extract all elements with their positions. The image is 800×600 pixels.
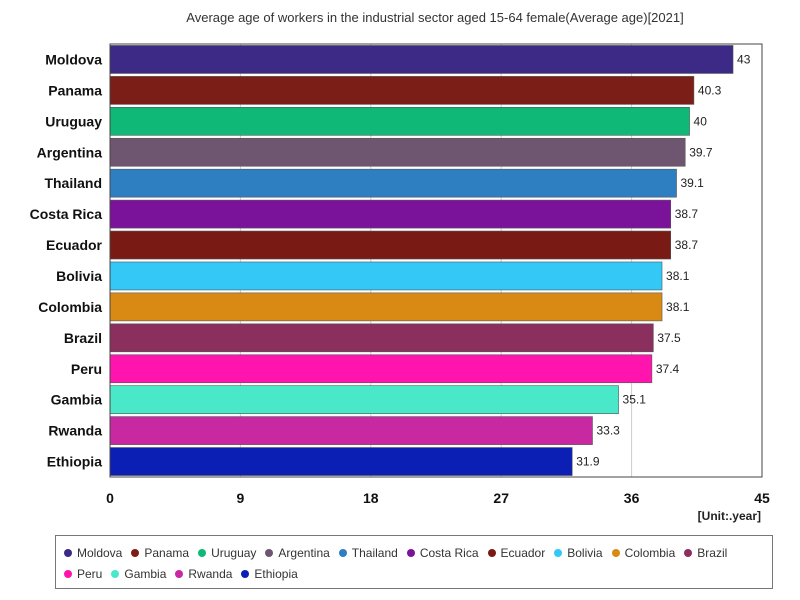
legend-label: Moldova (77, 545, 123, 560)
bar (109, 107, 690, 136)
legend-marker (554, 548, 563, 557)
x-tick-label: 0 (106, 490, 114, 506)
legend-item: Costa Rica (406, 542, 479, 563)
legend-item: Argentina (265, 542, 330, 563)
legend-marker (131, 548, 140, 557)
legend-label: Colombia (624, 545, 676, 560)
legend-label: Bolivia (567, 545, 603, 560)
bar (109, 354, 653, 384)
bar (109, 416, 593, 445)
value-label: 37.5 (657, 331, 681, 345)
legend: Moldova Panama Uruguay Argentina Thailand Cos… (55, 535, 773, 589)
legend-item: Bolivia (554, 542, 603, 563)
bar (109, 292, 663, 322)
bar (109, 261, 663, 291)
legend-label: Gambia (124, 566, 167, 581)
category-label: Panama (48, 82, 102, 98)
category-label: Colombia (38, 299, 102, 315)
bar (109, 168, 677, 198)
value-label: 38.7 (675, 238, 699, 252)
legend-label: Ethiopia (254, 566, 298, 581)
category-label: Argentina (37, 144, 103, 160)
bar (109, 447, 573, 476)
category-label: Bolivia (56, 268, 102, 284)
value-label: 33.3 (596, 424, 620, 438)
bar (109, 199, 672, 229)
legend-marker (64, 569, 72, 578)
category-label: Costa Rica (30, 206, 103, 222)
legend-label: Thailand (351, 545, 398, 560)
legend-item: Ecuador (487, 542, 546, 563)
x-tick-label: 45 (754, 490, 770, 506)
legend-marker (111, 569, 120, 578)
category-label: Uruguay (45, 113, 102, 129)
chart-title: Average age of workers in the industrial… (186, 10, 684, 25)
legend-item: Moldova (64, 542, 122, 563)
bar (109, 323, 654, 353)
x-tick-label: 27 (493, 490, 509, 506)
legend-item: Uruguay (198, 542, 256, 563)
value-label: 31.9 (576, 455, 600, 469)
legend-marker (265, 548, 274, 557)
legend-marker (611, 548, 620, 557)
legend-item: Gambia (111, 563, 166, 584)
legend-marker (241, 569, 250, 578)
legend-item: Colombia (611, 542, 676, 563)
legend-item: Panama (131, 542, 189, 563)
bar (109, 230, 672, 260)
value-label: 40 (694, 114, 708, 128)
category-label: Gambia (51, 392, 103, 408)
bar (109, 385, 619, 414)
legend-marker (684, 548, 693, 557)
bar (109, 76, 695, 105)
legend-marker (406, 548, 415, 557)
unit-label: [Unit:.year] (697, 509, 761, 523)
legend-label: Peru (77, 566, 103, 581)
legend-item: Thailand (338, 542, 398, 563)
legend-label: Costa Rica (419, 545, 479, 560)
legend-label: Argentina (278, 545, 330, 560)
category-label: Ecuador (46, 237, 103, 253)
value-label: 37.4 (656, 362, 680, 376)
category-label: Brazil (64, 330, 102, 346)
category-label: Rwanda (48, 423, 102, 439)
legend-label: Rwanda (188, 566, 233, 581)
legend-marker (64, 548, 72, 557)
value-label: 38.1 (666, 269, 690, 283)
category-label: Peru (71, 361, 102, 377)
bar-chart: 43 Moldova 40.3 Panama 40 Uruguay 39.7 Argentin… (30, 43, 770, 506)
legend-item: Peru (64, 563, 102, 584)
x-tick-label: 36 (624, 490, 640, 506)
legend-label: Panama (144, 545, 190, 560)
legend-item: Ethiopia (241, 563, 298, 584)
legend-label: Uruguay (211, 545, 257, 560)
value-label: 43 (737, 52, 751, 66)
value-label: 38.7 (675, 207, 699, 221)
category-label: Ethiopia (47, 454, 102, 470)
category-label: Moldova (45, 51, 102, 67)
value-label: 40.3 (698, 83, 722, 97)
legend-marker (175, 569, 184, 578)
legend-marker (198, 548, 207, 557)
legend-label: Brazil (697, 545, 728, 560)
x-tick-label: 9 (237, 490, 245, 506)
x-tick-label: 18 (363, 490, 379, 506)
legend-label: Ecuador (500, 545, 546, 560)
value-label: 38.1 (666, 300, 690, 314)
value-label: 39.1 (681, 176, 705, 190)
legend-marker (487, 548, 496, 557)
legend-item: Brazil (684, 542, 727, 563)
value-label: 39.7 (689, 145, 713, 159)
bar (109, 45, 734, 74)
legend-item: Rwanda (175, 563, 232, 584)
value-label: 35.1 (623, 393, 647, 407)
plot-frame (109, 43, 763, 478)
bar (109, 137, 686, 167)
category-label: Thailand (44, 175, 102, 191)
legend-marker (338, 548, 347, 557)
